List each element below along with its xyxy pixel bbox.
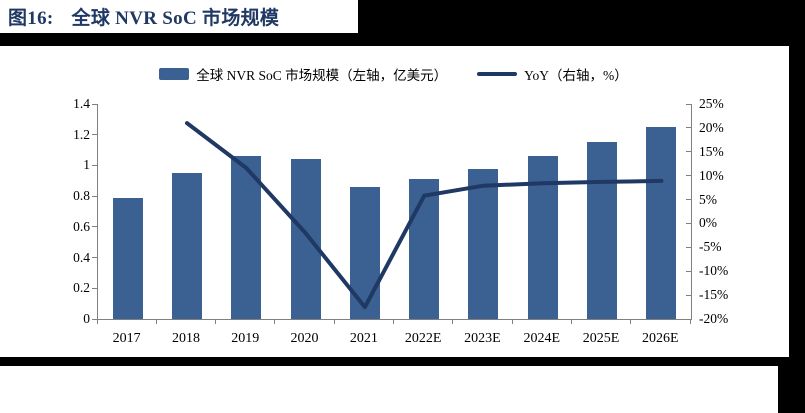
- x-axis-category-label: 2026E: [642, 331, 679, 346]
- market-size-bar: [646, 127, 677, 319]
- legend-bar-label: 全球 NVR SoC 市场规模（左轴，亿美元）: [196, 68, 448, 83]
- bar-slot: [217, 104, 276, 319]
- right-axis-tick-label: 15%: [699, 143, 724, 159]
- right-axis-ticks: [686, 103, 691, 320]
- right-axis-tick-label: -5%: [699, 239, 722, 255]
- x-axis-tick-mark: [570, 320, 572, 324]
- left-axis-tick-mark: [92, 257, 97, 259]
- right-axis-tick-label: 10%: [699, 167, 724, 183]
- right-axis-tick-mark: [686, 270, 691, 272]
- legend-item-line-series: YoY（右轴，%）: [477, 64, 628, 84]
- x-axis-tick-mark: [511, 320, 513, 324]
- left-axis-tick-mark: [92, 164, 97, 166]
- market-size-bar: [468, 168, 499, 319]
- left-axis-tick-mark: [92, 103, 97, 105]
- left-axis-tick-label: 0: [83, 311, 90, 326]
- market-size-bar: [587, 142, 618, 319]
- right-axis-tick-mark: [686, 127, 691, 129]
- x-axis-category-label: 2022E: [404, 331, 442, 346]
- x-axis-ticks: [96, 320, 691, 324]
- x-axis-tick-mark: [215, 320, 217, 324]
- left-axis-tick-label: 0.4: [73, 249, 90, 265]
- x-axis-category-label: 2019: [231, 331, 260, 346]
- right-axis-tick-mark: [686, 103, 691, 105]
- figure-title-row: 图16: 全球 NVR SoC 市场规模: [8, 3, 279, 29]
- right-axis-tick-label: 20%: [699, 119, 724, 135]
- right-axis-tick-mark: [686, 151, 691, 153]
- right-axis-tick-label: 25%: [699, 96, 724, 111]
- left-axis-ticks: [92, 103, 97, 320]
- right-axis-tick-mark: [686, 222, 691, 224]
- left-axis-tick-labels: 1.4 1.2 1 0.8 0.6 0.4 0.2 0: [40, 96, 90, 326]
- x-axis-tick-mark: [96, 320, 98, 324]
- bottom-right-black-block: [778, 366, 805, 413]
- bar-slot: [454, 104, 513, 319]
- right-axis-tick-mark: [686, 246, 691, 248]
- x-axis-category-label: 2017: [112, 331, 141, 346]
- left-axis-tick-mark: [92, 318, 97, 320]
- right-edge-black-band: [789, 0, 805, 413]
- legend-line-label: YoY（右轴，%）: [524, 68, 628, 83]
- bar-slot: [98, 104, 157, 319]
- x-axis-category-label: 2018: [171, 331, 200, 346]
- top-right-black-block: [358, 0, 805, 46]
- right-axis-tick-mark: [686, 199, 691, 201]
- x-axis-tick-mark: [393, 320, 394, 324]
- market-size-bar: [112, 197, 143, 319]
- left-axis-tick-mark: [92, 226, 97, 228]
- x-axis-labels: 2017 2018 2019 2020 2021 2022E 2023E 2024E 2025E…: [97, 331, 690, 347]
- plot-area: [97, 104, 692, 320]
- market-size-bar: [290, 159, 321, 319]
- left-axis-tick-label: 1.2: [73, 126, 90, 142]
- right-axis-tick-label: -10%: [699, 263, 729, 279]
- yoy-line-series: [185, 121, 664, 310]
- left-axis-tick-mark: [92, 287, 97, 289]
- figure-title: 全球 NVR SoC 市场规模: [71, 7, 280, 29]
- x-axis-tick-mark: [452, 320, 454, 324]
- line-series-swatch: [477, 72, 518, 76]
- bar-series-swatch: [159, 68, 190, 80]
- left-axis-tick-label: 0.8: [73, 188, 90, 204]
- x-axis-category-label: 2020: [290, 331, 319, 346]
- legend-item-bar-series: 全球 NVR SoC 市场规模（左轴，亿美元）: [159, 64, 447, 84]
- x-axis-tick-mark: [689, 320, 691, 324]
- bar-slot: [157, 104, 216, 319]
- market-size-bar: [409, 179, 440, 319]
- chart-legend: 全球 NVR SoC 市场规模（左轴，亿美元） YoY（右轴，%）: [97, 64, 690, 84]
- right-axis-tick-mark: [686, 175, 691, 177]
- x-axis-category-label: 2023E: [464, 331, 501, 346]
- market-size-bar: [231, 156, 262, 319]
- bar-slot: [572, 104, 631, 319]
- bar-slot: [394, 104, 453, 319]
- bar-slot: [276, 104, 335, 319]
- left-axis-tick-mark: [92, 195, 97, 197]
- left-axis-tick-label: 0.6: [73, 218, 90, 234]
- bar-slot: [632, 104, 691, 319]
- right-axis-tick-mark: [686, 294, 691, 296]
- right-axis-tick-label: 0%: [699, 215, 717, 231]
- x-axis-tick-mark: [274, 320, 276, 324]
- x-axis-tick-mark: [155, 320, 157, 324]
- left-axis-tick-label: 0.2: [73, 280, 90, 296]
- bottom-divider-band: [0, 357, 805, 366]
- x-axis-tick-mark: [630, 320, 632, 324]
- left-axis-tick-mark: [92, 134, 97, 136]
- market-size-bar: [171, 173, 202, 319]
- yoy-polyline: [185, 121, 664, 310]
- x-axis-tick-mark: [333, 320, 335, 324]
- right-axis-tick-labels: 25% 20% 15% 10% 5% 0% -5% -10% -15% -20%: [699, 96, 754, 326]
- x-axis-category-label: 2024E: [523, 331, 560, 346]
- left-axis-tick-label: 1.4: [73, 96, 90, 111]
- x-axis-category-label: 2021: [349, 331, 378, 346]
- right-axis-tick-label: -15%: [699, 287, 729, 303]
- x-axis-category-label: 2025E: [582, 331, 620, 346]
- right-axis-tick-label: 5%: [699, 191, 717, 207]
- figure-number-label: 图16:: [8, 7, 54, 29]
- right-axis-tick-label: -20%: [699, 311, 729, 326]
- left-axis-tick-label: 1: [83, 157, 90, 173]
